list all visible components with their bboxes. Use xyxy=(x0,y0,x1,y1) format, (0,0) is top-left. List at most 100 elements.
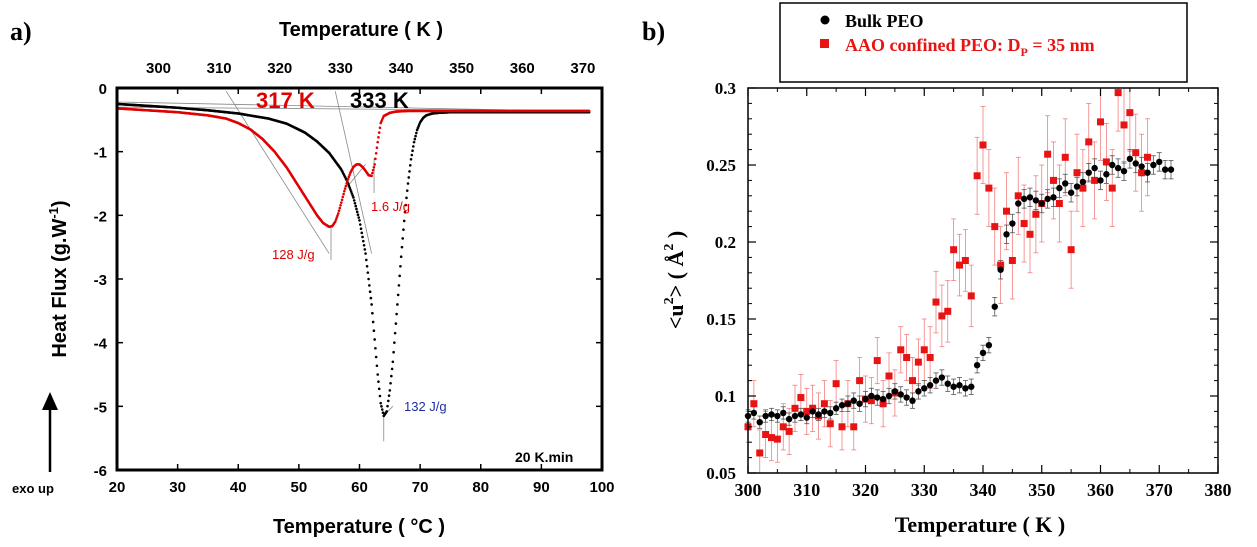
bulk-point xyxy=(1150,161,1157,169)
panel-b-x-tick-label: 300 xyxy=(735,480,762,500)
bulk-curve-point xyxy=(408,170,411,173)
panel-b-y-tick-label: 0.1 xyxy=(715,387,736,406)
bulk-curve-point xyxy=(371,311,374,315)
bulk-point xyxy=(885,392,893,400)
confined-point xyxy=(1132,149,1140,157)
confined-point xyxy=(1044,150,1052,158)
confined-point xyxy=(797,394,805,402)
confined-curve-point xyxy=(377,131,381,134)
bulk-point xyxy=(791,412,799,420)
confined-point xyxy=(1097,118,1104,126)
bulk-curve-point xyxy=(370,303,373,306)
exo-up-arrow xyxy=(42,392,58,472)
confined-point xyxy=(773,435,781,443)
panel-b-x-tick-label: 380 xyxy=(1205,480,1232,500)
confined-point xyxy=(1050,176,1057,184)
confined-curve-point xyxy=(370,174,373,178)
panel-a-x-tick-label: 60 xyxy=(351,479,368,496)
panel-a-top-tick-label: 310 xyxy=(207,60,232,77)
confined-point xyxy=(956,261,963,269)
bulk-curve-point xyxy=(358,219,361,222)
bulk-curve-point xyxy=(357,216,361,219)
confined-curve-point xyxy=(374,151,378,155)
bulk-point xyxy=(956,382,963,389)
enthalpy-confined-main-label: 128 J/g xyxy=(272,247,315,262)
bulk-curve-point xyxy=(405,196,408,200)
panel-a-top-tick-label: 360 xyxy=(510,60,535,77)
bulk-point xyxy=(803,414,810,421)
confined-curve-point xyxy=(371,168,375,172)
bulk-curve-point xyxy=(352,196,355,199)
confined-point xyxy=(856,377,864,385)
confined-point xyxy=(1020,220,1028,228)
confined-point xyxy=(885,372,893,380)
confined-curve-point xyxy=(372,165,376,169)
confined-curve-point xyxy=(378,126,382,130)
confined-point xyxy=(1032,210,1040,218)
bulk-point xyxy=(944,380,951,387)
confined-curve-point xyxy=(373,163,376,166)
bulk-point xyxy=(1144,169,1151,176)
confined-point xyxy=(944,307,952,315)
bulk-curve-point xyxy=(347,184,351,187)
confined-curve-point xyxy=(337,209,341,213)
confined-point xyxy=(1114,89,1122,97)
bulk-curve-point xyxy=(372,329,376,333)
bulk-curve-point xyxy=(401,237,405,240)
bulk-point xyxy=(921,385,928,392)
bulk-curve-point xyxy=(361,239,365,243)
confined-point xyxy=(867,397,875,405)
bulk-point xyxy=(785,415,793,423)
bulk-curve-point xyxy=(356,213,360,216)
bulk-curve-point xyxy=(368,284,371,287)
panel-a-top-tick-label: 330 xyxy=(328,60,353,77)
confined-curve-point xyxy=(340,198,344,202)
confined-curve-point xyxy=(336,214,339,217)
panel-a-y-tick-label: -1 xyxy=(94,145,107,162)
panel-a-top-tick-label: 300 xyxy=(146,60,171,77)
bulk-curve-point xyxy=(351,194,354,197)
confined-point xyxy=(1102,158,1110,166)
confined-curve-point xyxy=(343,187,347,190)
panel-a-top-axis-title: Temperature ( K ) xyxy=(279,19,443,41)
bulk-curve-point xyxy=(396,303,399,306)
confined-point xyxy=(803,407,811,415)
panel-a-series xyxy=(115,102,591,418)
panel-b-y-tick-label: 0.2 xyxy=(715,233,736,252)
legend-label-confined: AAO confined PEO: DP = 35 nm xyxy=(845,35,1095,59)
bulk-curve-point xyxy=(381,411,385,415)
confined-point xyxy=(1067,246,1075,254)
bulk-point xyxy=(1091,164,1098,172)
bulk-curve-point xyxy=(363,248,367,251)
bulk-curve-point xyxy=(371,320,375,324)
panel-a-y-tick-label: -5 xyxy=(94,399,107,416)
panel-a-top-tick-label: 340 xyxy=(389,60,414,77)
confined-point xyxy=(1061,153,1069,161)
panel-a-y-tick-label: -3 xyxy=(94,272,107,289)
confined-point xyxy=(832,380,840,388)
bulk-curve-point xyxy=(393,341,396,344)
bulk-point xyxy=(1103,171,1110,178)
confined-curve-point xyxy=(345,182,348,185)
bulk-curve-point xyxy=(399,264,402,268)
panel-b-x-tick-label: 320 xyxy=(852,480,879,500)
bulk-point xyxy=(950,383,957,390)
bulk-point xyxy=(762,412,769,420)
bulk-curve-point xyxy=(385,410,389,413)
bulk-point xyxy=(768,411,775,418)
bulk-point xyxy=(1156,158,1163,166)
confined-point xyxy=(914,358,922,366)
legend-frame xyxy=(779,2,1188,83)
bulk-point xyxy=(985,341,993,349)
bulk-curve-point xyxy=(407,176,411,179)
bulk-curve-point xyxy=(369,296,373,300)
enthalpy-bulk-label: 132 J/g xyxy=(404,399,447,414)
confined-point xyxy=(1055,200,1063,207)
bulk-point xyxy=(774,412,781,420)
bulk-point xyxy=(909,397,916,404)
bulk-curve-point xyxy=(375,364,379,368)
bulk-point xyxy=(1067,189,1075,196)
bulk-curve-point xyxy=(398,274,401,278)
panel-b: b) Bulk PEO AAO confined PEO: DP = 35 nm… xyxy=(642,2,1232,537)
